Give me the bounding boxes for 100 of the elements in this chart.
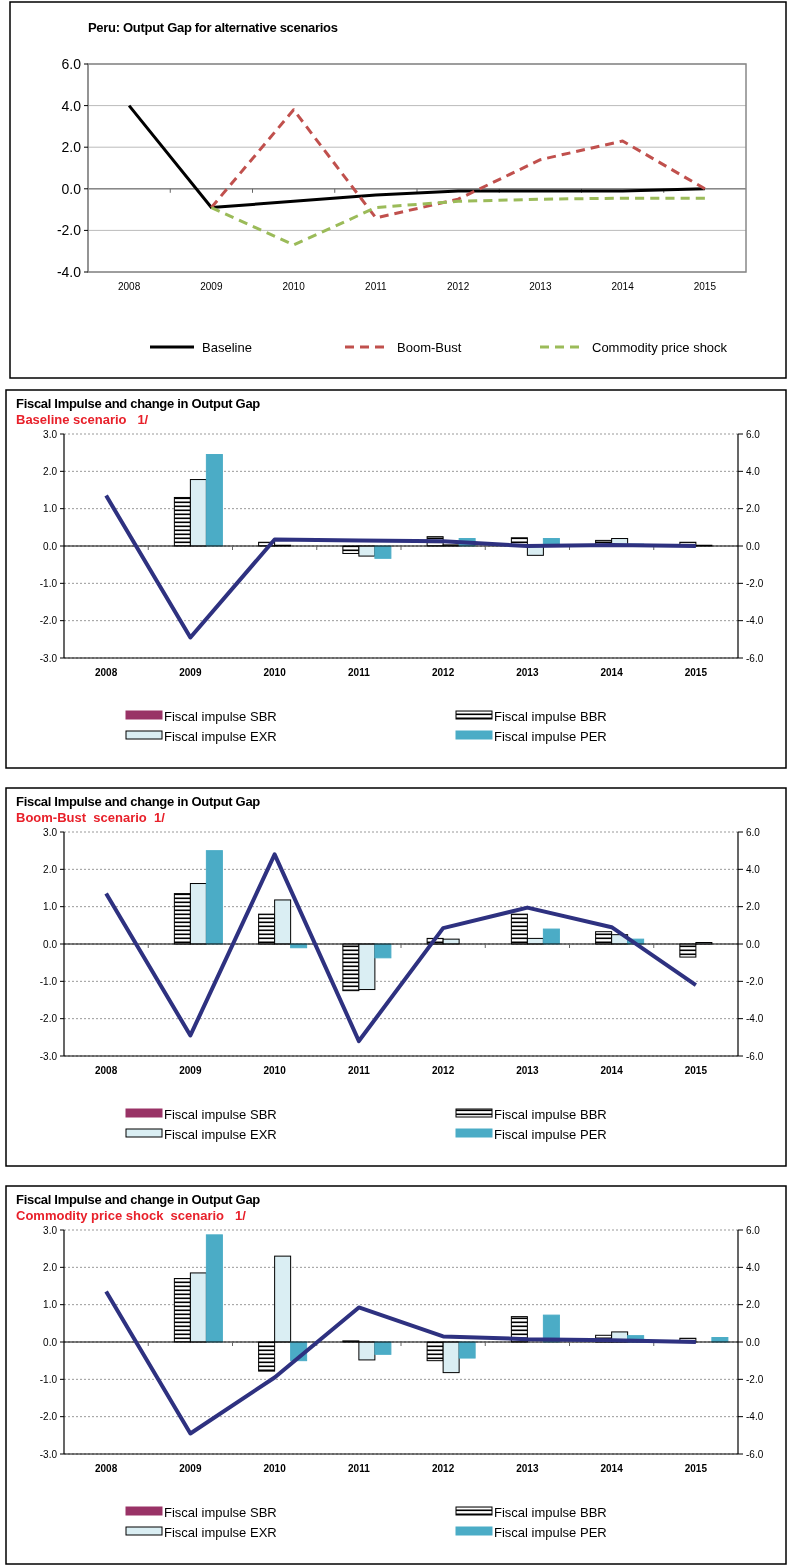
y-tick-label: -1.0	[39, 1373, 58, 1385]
y2-tick-label: -4.0	[746, 1411, 764, 1423]
x-tick-label: 2010	[282, 281, 306, 292]
y-tick-label: 2.0	[43, 1261, 58, 1273]
legend-label: Fiscal impulse SBR	[164, 1106, 277, 1122]
y-tick-label: 2.0	[43, 465, 58, 477]
y-tick-label: -2.0	[56, 222, 82, 239]
y-tick-label: -3.0	[39, 652, 58, 664]
x-tick-label: 2014	[600, 667, 624, 678]
y2-tick-label: -4.0	[746, 1013, 764, 1025]
x-tick-label: 2014	[600, 1463, 624, 1474]
y-tick-label: -3.0	[39, 1050, 58, 1062]
x-tick-label: 2011	[348, 1065, 371, 1076]
y2-tick-label: 4.0	[746, 863, 761, 875]
x-tick-label: 2010	[263, 1463, 287, 1474]
chart-subtitle: Commodity price shock scenario 1/	[16, 1208, 247, 1223]
x-tick-label: 2008	[118, 281, 141, 292]
y2-tick-label: 2.0	[746, 503, 761, 515]
chart-title: Fiscal Impulse and change in Output Gap	[16, 794, 261, 809]
legend-label: Fiscal impulse PER	[494, 728, 607, 744]
x-tick-label: 2012	[432, 1065, 455, 1076]
y-tick-label: -3.0	[39, 1448, 58, 1460]
x-tick-label: 2014	[611, 281, 635, 292]
x-tick-label: 2009	[179, 667, 202, 678]
chart-subtitle: Baseline scenario 1/	[16, 412, 149, 427]
y2-tick-label: -2.0	[746, 577, 764, 589]
y2-tick-label: -4.0	[746, 615, 764, 627]
y2-tick-label: -2.0	[746, 975, 764, 987]
y-tick-label: 1.0	[43, 503, 58, 515]
chart-title: Peru: Output Gap for alternative scenarios	[88, 20, 338, 35]
legend-label: Commodity price shock	[592, 339, 728, 355]
x-tick-label: 2011	[365, 281, 388, 292]
y2-tick-label: -6.0	[746, 1448, 764, 1460]
x-tick-label: 2010	[263, 667, 287, 678]
y-tick-label: 3.0	[43, 428, 58, 440]
y-tick-label: 0.0	[43, 1336, 58, 1348]
y-tick-label: 2.0	[43, 863, 58, 875]
legend-label: Fiscal impulse EXR	[164, 1126, 277, 1142]
y-tick-label: -1.0	[39, 975, 58, 987]
y2-tick-label: -6.0	[746, 652, 764, 664]
y2-tick-label: 6.0	[746, 428, 761, 440]
legend-label: Fiscal impulse PER	[494, 1524, 607, 1540]
x-tick-label: 2012	[432, 1463, 455, 1474]
x-tick-label: 2013	[516, 1463, 539, 1474]
y-tick-label: 3.0	[43, 826, 58, 838]
x-tick-label: 2011	[348, 667, 371, 678]
chart-subtitle: Boom-Bust scenario 1/	[16, 810, 166, 825]
x-tick-label: 2014	[600, 1065, 624, 1076]
legend-label: Fiscal impulse BBR	[494, 1504, 607, 1520]
y-tick-label: 0.0	[61, 180, 82, 197]
y2-tick-label: 2.0	[746, 1299, 761, 1311]
y-tick-label: -2.0	[39, 1411, 58, 1423]
y-tick-label: -1.0	[39, 577, 58, 589]
legend-label: Fiscal impulse BBR	[494, 708, 607, 724]
legend-label: Baseline	[202, 339, 252, 355]
x-tick-label: 2013	[516, 667, 539, 678]
y2-tick-label: 6.0	[746, 1224, 761, 1236]
chart-title: Fiscal Impulse and change in Output Gap	[16, 396, 261, 411]
x-tick-label: 2015	[693, 281, 717, 292]
legend-label: Fiscal impulse BBR	[494, 1106, 607, 1122]
legend-label: Boom-Bust	[397, 339, 462, 355]
y2-tick-label: 0.0	[746, 540, 761, 552]
y-tick-label: -2.0	[39, 615, 58, 627]
y2-tick-label: 0.0	[746, 938, 761, 950]
y-tick-label: 1.0	[43, 1299, 58, 1311]
x-tick-label: 2011	[348, 1463, 371, 1474]
y2-tick-label: -2.0	[746, 1373, 764, 1385]
y2-tick-label: 6.0	[746, 826, 761, 838]
y-tick-label: 0.0	[43, 540, 58, 552]
x-tick-label: 2009	[200, 281, 223, 292]
legend-label: Fiscal impulse EXR	[164, 1524, 277, 1540]
y2-tick-label: -6.0	[746, 1050, 764, 1062]
y-tick-label: 6.0	[61, 55, 82, 72]
legend-label: Fiscal impulse SBR	[164, 708, 277, 724]
x-tick-label: 2009	[179, 1463, 202, 1474]
y-tick-label: 1.0	[43, 901, 58, 913]
legend-label: Fiscal impulse SBR	[164, 1504, 277, 1520]
y-tick-label: 4.0	[61, 97, 82, 114]
x-tick-label: 2015	[684, 1065, 708, 1076]
y-tick-label: 2.0	[61, 139, 82, 156]
y-tick-label: -2.0	[39, 1013, 58, 1025]
x-tick-label: 2015	[684, 1463, 708, 1474]
x-tick-label: 2009	[179, 1065, 202, 1076]
legend-label: Fiscal impulse EXR	[164, 728, 277, 744]
legend-label: Fiscal impulse PER	[494, 1126, 607, 1142]
y-tick-label: 3.0	[43, 1224, 58, 1236]
x-tick-label: 2008	[95, 667, 118, 678]
chart-title: Fiscal Impulse and change in Output Gap	[16, 1192, 261, 1207]
x-tick-label: 2015	[684, 667, 708, 678]
y2-tick-label: 2.0	[746, 901, 761, 913]
x-tick-label: 2013	[529, 281, 552, 292]
x-tick-label: 2012	[447, 281, 470, 292]
y2-tick-label: 4.0	[746, 465, 761, 477]
x-tick-label: 2008	[95, 1065, 118, 1076]
x-tick-label: 2008	[95, 1463, 118, 1474]
y2-tick-label: 0.0	[746, 1336, 761, 1348]
y-tick-label: 0.0	[43, 938, 58, 950]
y-tick-label: -4.0	[56, 263, 82, 280]
x-tick-label: 2010	[263, 1065, 287, 1076]
y2-tick-label: 4.0	[746, 1261, 761, 1273]
